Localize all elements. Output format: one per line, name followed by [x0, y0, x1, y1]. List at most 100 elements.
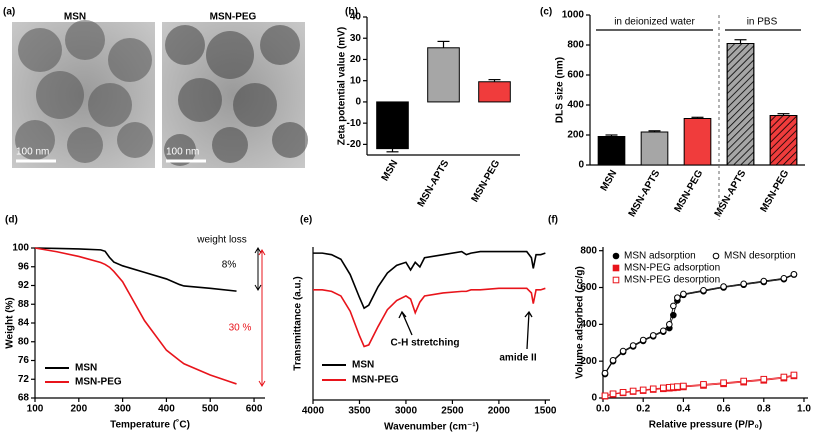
x-axis-title: Wavenumber (cm⁻¹) — [384, 422, 479, 433]
y-tick-label: 1000 — [562, 10, 585, 21]
y-tick-label: 40 — [350, 12, 362, 23]
series-line — [604, 273, 795, 374]
y-axis-title: Weight (%) — [5, 297, 16, 348]
particles — [15, 20, 153, 163]
x-tick-label: 600 — [246, 404, 263, 415]
arrow — [524, 310, 533, 350]
y-tick-label: 20 — [350, 54, 362, 65]
y-tick-label: 400 — [567, 100, 584, 111]
legend-label: MSN adsorption — [624, 251, 696, 262]
annotation: 30 % — [229, 323, 252, 334]
point — [639, 386, 647, 394]
y-tick-label: 800 — [580, 245, 597, 256]
point — [674, 383, 681, 390]
series-line — [34, 247, 237, 292]
panel-label: (f) — [548, 215, 558, 226]
x-tick-label: 0.8 — [757, 404, 771, 415]
point — [674, 294, 681, 301]
y-tick-label: 30 — [350, 33, 362, 44]
y-tick-label: 600 — [580, 282, 597, 293]
y-tick-label: 0 — [355, 97, 361, 108]
y-tick-label: 800 — [567, 40, 584, 51]
image-title: MSN — [64, 12, 86, 23]
image-title: MSN-PEG — [210, 12, 257, 23]
annotation: weight loss — [196, 235, 246, 246]
point — [639, 336, 647, 344]
x-tick-label: 1.0 — [797, 404, 811, 415]
series-line — [604, 274, 795, 375]
point — [609, 356, 617, 364]
point — [601, 392, 609, 400]
annotation: C-H stretching — [391, 338, 460, 349]
legend-swatch — [712, 252, 720, 260]
bar-hatch — [726, 43, 755, 166]
point — [720, 379, 727, 387]
x-tick-label: MSN — [599, 168, 620, 193]
series-line — [313, 250, 546, 310]
bar — [683, 118, 712, 166]
point — [760, 375, 768, 383]
x-axis-title: Relative pressure (P/P₀) — [649, 420, 762, 431]
particles — [164, 25, 308, 166]
y-tick-label: 10 — [350, 75, 362, 86]
y-tick-label: 0 — [591, 393, 597, 404]
y-tick-label: 84 — [18, 318, 30, 329]
bar — [478, 81, 511, 103]
x-tick-label: 2500 — [441, 406, 464, 417]
point — [780, 373, 788, 381]
y-tick-label: 88 — [18, 299, 30, 310]
point — [659, 384, 667, 392]
bar — [640, 131, 669, 166]
panel-label: (c) — [540, 7, 552, 18]
x-tick-label: 500 — [202, 404, 219, 415]
y-tick-label: 400 — [580, 319, 597, 330]
series-line — [313, 287, 546, 348]
y-axis-title: DLS size (nm) — [555, 57, 566, 123]
point — [629, 387, 637, 395]
legend-label: MSN desorption — [724, 251, 796, 262]
y-tick-label: 68 — [18, 393, 30, 404]
legend-swatch — [612, 252, 620, 260]
y-tick-label: 200 — [580, 356, 597, 367]
scale-bar-label: 100 nm — [16, 147, 49, 158]
point — [790, 371, 798, 379]
x-tick-label: 4000 — [302, 406, 325, 417]
x-tick-label: 300 — [114, 404, 131, 415]
y-tick-label: 100 — [12, 243, 29, 254]
x-tick-label: 0.4 — [676, 404, 690, 415]
x-tick-label: 3500 — [348, 406, 371, 417]
y-tick-label: 80 — [18, 336, 30, 347]
y-tick-label: 76 — [18, 355, 30, 366]
x-tick-label: MSN-PEG — [470, 158, 503, 204]
annotation: amide II — [499, 353, 536, 364]
legend-label: MSN-PEG adsorption — [624, 263, 720, 274]
y-tick-label: 72 — [18, 374, 30, 385]
point — [649, 385, 657, 393]
x-tick-label: 0.6 — [717, 404, 731, 415]
annotation: in deionized water — [614, 17, 695, 28]
point — [780, 275, 788, 282]
point — [720, 283, 727, 290]
arrow — [258, 249, 266, 387]
y-axis-title: Transmittance (a.u.) — [293, 276, 304, 370]
arrow — [254, 247, 262, 291]
point — [619, 388, 627, 396]
point — [619, 347, 627, 355]
point — [790, 270, 798, 278]
panel-a: (a) MSN MSN-PEG 100 nm 100 nm — [3, 7, 308, 168]
panel-label: (d) — [5, 215, 18, 226]
point — [700, 286, 707, 294]
y-tick-label: 92 — [18, 280, 30, 291]
point — [601, 369, 609, 377]
x-tick-label: 1500 — [534, 406, 557, 417]
bar — [376, 101, 409, 150]
legend-swatch — [612, 264, 620, 272]
y-tick-label: 0 — [578, 160, 584, 171]
point — [740, 280, 747, 288]
y-tick-label: 200 — [567, 130, 584, 141]
annotation: in PBS — [747, 17, 778, 28]
y-axis-title: Volume adsorbed (cc/g) — [575, 266, 586, 379]
x-tick-label: 3000 — [395, 406, 418, 417]
point — [680, 290, 687, 298]
x-tick-label: MSN-PEG — [759, 168, 792, 214]
